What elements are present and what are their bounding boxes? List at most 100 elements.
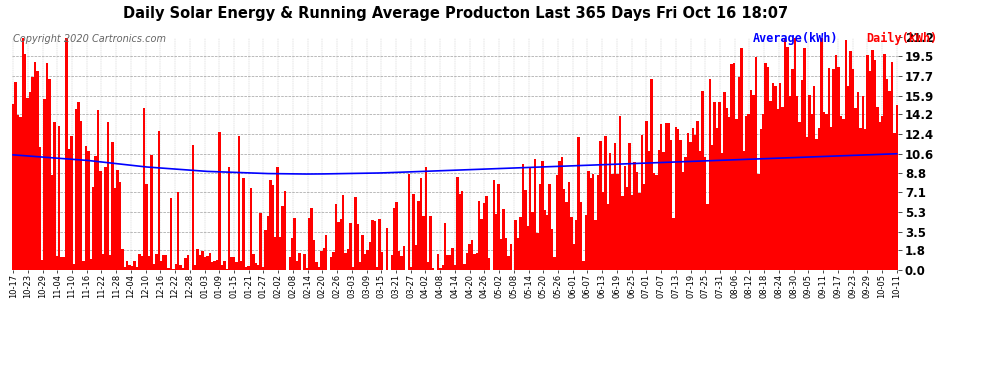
Bar: [87, 151, 89, 270]
Bar: [53, 122, 55, 270]
Bar: [701, 91, 704, 270]
Bar: [731, 64, 733, 270]
Bar: [303, 254, 306, 270]
Bar: [143, 108, 146, 270]
Bar: [684, 157, 687, 270]
Bar: [169, 198, 172, 270]
Bar: [139, 254, 141, 270]
Bar: [417, 201, 420, 270]
Bar: [532, 211, 534, 270]
Bar: [714, 102, 716, 270]
Bar: [413, 194, 415, 270]
Bar: [231, 257, 233, 270]
Bar: [495, 214, 497, 270]
Bar: [17, 116, 19, 270]
Bar: [44, 99, 46, 270]
Bar: [276, 167, 279, 270]
Bar: [316, 262, 318, 270]
Bar: [89, 259, 92, 270]
Bar: [609, 153, 612, 270]
Bar: [719, 102, 721, 270]
Bar: [636, 172, 639, 270]
Bar: [82, 261, 85, 270]
Bar: [456, 177, 458, 270]
Bar: [838, 67, 840, 270]
Bar: [466, 253, 468, 270]
Bar: [468, 244, 470, 270]
Bar: [776, 110, 779, 270]
Bar: [539, 184, 542, 270]
Bar: [72, 264, 75, 270]
Bar: [594, 220, 597, 270]
Bar: [296, 261, 298, 270]
Bar: [444, 223, 446, 270]
Bar: [172, 269, 174, 270]
Bar: [881, 116, 883, 270]
Bar: [97, 110, 99, 270]
Bar: [866, 55, 869, 270]
Bar: [121, 249, 124, 270]
Bar: [803, 48, 806, 270]
Bar: [849, 51, 851, 270]
Bar: [167, 268, 169, 270]
Bar: [629, 143, 631, 270]
Bar: [842, 119, 844, 270]
Bar: [507, 256, 510, 270]
Bar: [662, 152, 665, 270]
Bar: [660, 124, 662, 270]
Bar: [289, 257, 291, 270]
Bar: [764, 63, 767, 270]
Bar: [597, 175, 599, 270]
Bar: [150, 155, 152, 270]
Bar: [896, 105, 898, 270]
Bar: [102, 254, 104, 270]
Bar: [572, 244, 575, 270]
Bar: [274, 237, 276, 270]
Bar: [29, 92, 32, 270]
Bar: [500, 239, 502, 270]
Bar: [781, 107, 784, 270]
Bar: [214, 261, 216, 270]
Bar: [674, 127, 677, 270]
Bar: [249, 188, 252, 270]
Bar: [293, 218, 296, 270]
Bar: [577, 137, 580, 270]
Bar: [131, 266, 134, 270]
Bar: [537, 233, 539, 270]
Bar: [368, 242, 371, 270]
Bar: [191, 146, 194, 270]
Bar: [361, 235, 364, 270]
Bar: [565, 202, 568, 270]
Bar: [580, 202, 582, 270]
Bar: [266, 216, 269, 270]
Bar: [665, 123, 667, 270]
Bar: [60, 257, 62, 270]
Bar: [568, 182, 570, 270]
Bar: [184, 258, 187, 270]
Bar: [340, 219, 342, 270]
Bar: [754, 57, 757, 270]
Bar: [789, 96, 791, 270]
Bar: [634, 162, 636, 270]
Bar: [27, 98, 29, 270]
Bar: [206, 256, 209, 270]
Bar: [77, 102, 80, 270]
Bar: [515, 220, 517, 270]
Bar: [356, 224, 359, 270]
Bar: [696, 121, 699, 270]
Bar: [840, 116, 842, 270]
Bar: [107, 122, 109, 270]
Bar: [22, 38, 24, 270]
Bar: [99, 171, 102, 270]
Bar: [723, 92, 726, 270]
Bar: [160, 261, 162, 270]
Bar: [524, 190, 527, 270]
Bar: [109, 255, 112, 270]
Bar: [129, 265, 131, 270]
Bar: [560, 156, 563, 270]
Bar: [313, 240, 316, 270]
Bar: [602, 192, 604, 270]
Bar: [124, 267, 126, 270]
Bar: [134, 261, 136, 270]
Bar: [485, 196, 488, 270]
